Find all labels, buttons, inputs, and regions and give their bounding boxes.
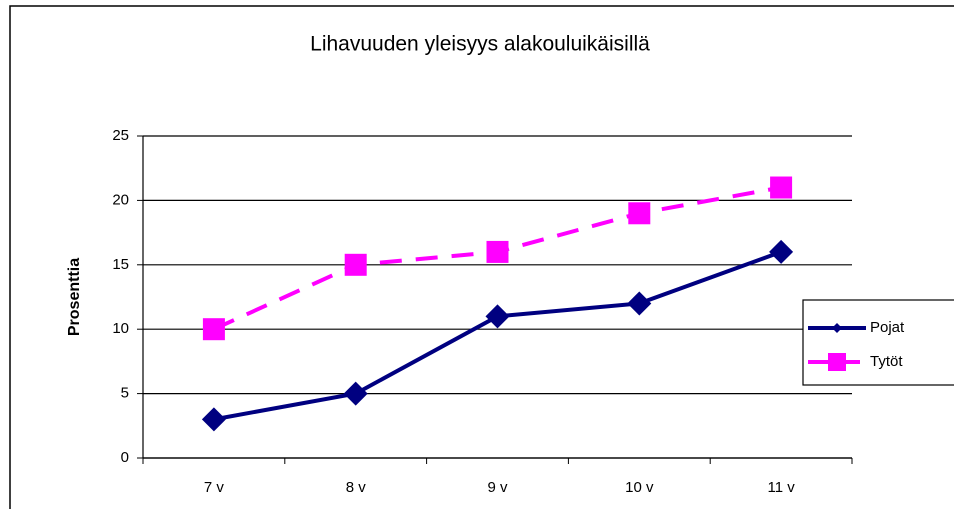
chart-frame	[9, 5, 954, 509]
chart-title: Lihavuuden yleisyys alakouluikäisillä	[310, 33, 650, 56]
y-tick-label: 10	[112, 320, 129, 337]
series-line	[213, 250, 782, 422]
x-tick-label: 7 v	[204, 479, 225, 496]
data-point	[343, 381, 368, 406]
data-point	[485, 304, 510, 329]
data-point	[486, 240, 509, 263]
legend-marker	[828, 353, 846, 371]
y-tick-label: 25	[112, 127, 129, 144]
x-tick-label: 10 v	[625, 479, 654, 496]
data-point	[344, 253, 367, 276]
y-tick-label: 5	[121, 385, 129, 402]
legend-marker	[832, 323, 842, 333]
legend-box	[802, 299, 954, 386]
data-point	[628, 202, 651, 225]
legend-label: Tytöt	[870, 353, 903, 370]
data-point	[627, 291, 652, 316]
y-tick-label: 20	[112, 191, 129, 208]
x-tick-label: 8 v	[346, 479, 367, 496]
data-point	[770, 176, 793, 199]
legend-label: Pojat	[870, 319, 905, 336]
y-axis-title: Prosenttia	[66, 258, 83, 336]
data-point	[769, 239, 794, 264]
y-tick-label: 15	[112, 256, 129, 273]
y-tick-label: 0	[121, 449, 129, 466]
x-tick-label: 9 v	[487, 479, 508, 496]
x-tick-label: 11 v	[767, 479, 795, 496]
data-point	[201, 407, 226, 432]
data-point	[202, 318, 225, 341]
